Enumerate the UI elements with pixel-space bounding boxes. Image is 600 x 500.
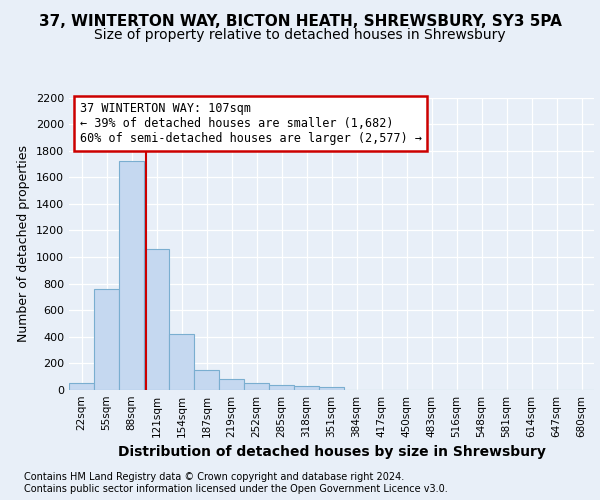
Bar (169, 334, 194, 390)
Bar (94, 289, 119, 390)
Bar (119, 162, 144, 390)
Bar (219, 378, 244, 390)
Bar (244, 384, 269, 390)
Bar (319, 388, 344, 390)
X-axis label: Distribution of detached houses by size in Shrewsbury: Distribution of detached houses by size … (118, 446, 545, 460)
Y-axis label: Number of detached properties: Number of detached properties (17, 145, 31, 342)
Bar (294, 386, 319, 390)
Bar (69, 382, 94, 390)
Text: Size of property relative to detached houses in Shrewsbury: Size of property relative to detached ho… (94, 28, 506, 42)
Bar (194, 370, 219, 390)
Text: 37, WINTERTON WAY, BICTON HEATH, SHREWSBURY, SY3 5PA: 37, WINTERTON WAY, BICTON HEATH, SHREWSB… (38, 14, 562, 29)
Bar (144, 249, 169, 390)
Text: 37 WINTERTON WAY: 107sqm
← 39% of detached houses are smaller (1,682)
60% of sem: 37 WINTERTON WAY: 107sqm ← 39% of detach… (79, 102, 421, 145)
Bar (269, 384, 294, 390)
Text: Contains HM Land Registry data © Crown copyright and database right 2024.: Contains HM Land Registry data © Crown c… (24, 472, 404, 482)
Text: Contains public sector information licensed under the Open Government Licence v3: Contains public sector information licen… (24, 484, 448, 494)
